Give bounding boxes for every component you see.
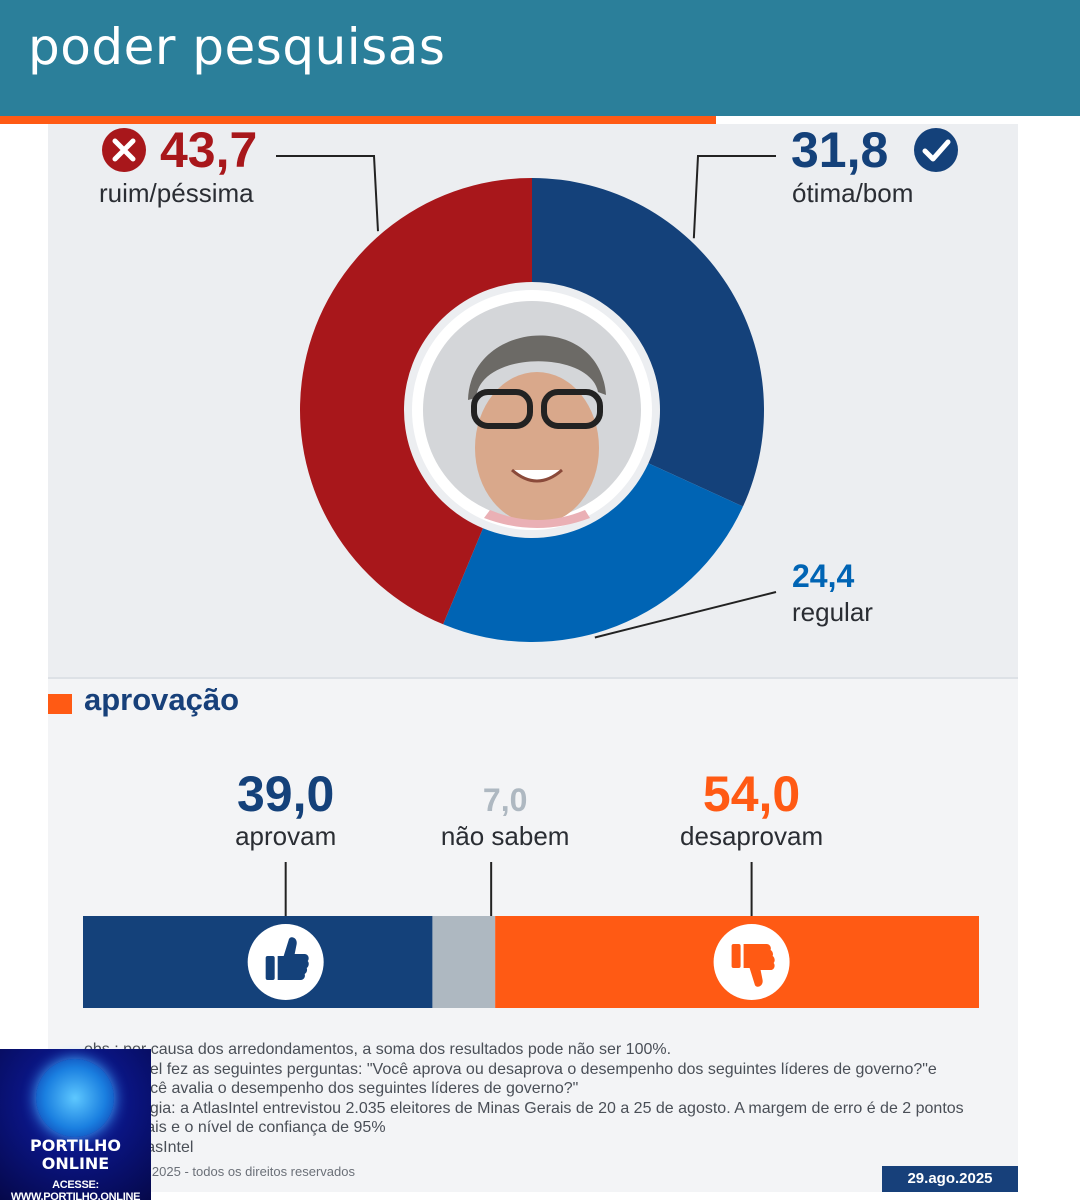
note-rounding: obs.: por causa dos arredondamentos, a s… [84,1041,672,1058]
portrait-photo [412,290,652,530]
header: poder pesquisas [0,0,1080,116]
power-icon [36,1059,114,1137]
label-otima-bom: ótima/bom [792,178,913,208]
logo-text-line2: ONLINE [41,1154,110,1173]
evaluation-donut-chart [300,178,764,642]
logo-text-line3: ACESSE: WWW.PORTILHO.ONLINE [10,1179,141,1203]
value-ruim-pessima: 43,7 [160,122,257,178]
label-desaprovam: desaprovam [680,821,823,851]
value-aprovam: 39,0 [237,766,334,822]
value-desaprovam: 54,0 [703,766,800,822]
date-badge: 29.ago.2025 [882,1166,1018,1192]
leader-line-regular [594,591,777,639]
donut-slice-1 [532,178,764,507]
label-nao-sabem: não sabem [441,821,570,851]
copyright: Poder360 - 2025 - todos os direitos rese… [84,1164,355,1179]
portilho-online-logo: PORTILHO ONLINE ACESSE: WWW.PORTILHO.ONL… [0,1049,151,1203]
check-circle-icon [914,128,958,172]
leader-line-otima [692,155,776,239]
label-regular: regular [792,597,873,627]
donut-slice-2 [443,463,743,642]
thumbs-up-icon [247,924,324,1000]
bar-segment-2 [432,916,496,1008]
note-source: fonte: AtlasIntel [84,1138,194,1156]
thumbs-down-icon [713,924,790,1000]
value-nao-sabem: 7,0 [483,782,527,818]
check-mark [922,139,951,162]
value-regular: 24,4 [792,558,854,594]
section-divider [48,677,1018,679]
donut-slice-3 [300,178,532,625]
note-methodology: metodologia: a AtlasIntel entrevistou 2.… [84,1099,964,1137]
page-title: poder pesquisas [28,18,446,76]
note-questions: a AtlasIntel fez as seguintes perguntas:… [84,1060,937,1098]
approval-section-title: aprovação [84,682,240,717]
header-accent-bar [0,116,716,124]
label-aprovam: aprovam [235,821,336,851]
label-ruim-pessima: ruim/péssima [99,178,254,208]
x-mark [112,138,136,162]
value-otima-bom: 31,8 [791,122,888,178]
leader-line-ruim [276,155,379,232]
logo-text-line1: PORTILHO [30,1136,121,1155]
section-marker [48,694,72,714]
notes: obs.: por causa dos arredondamentos, a s… [84,1040,984,1157]
